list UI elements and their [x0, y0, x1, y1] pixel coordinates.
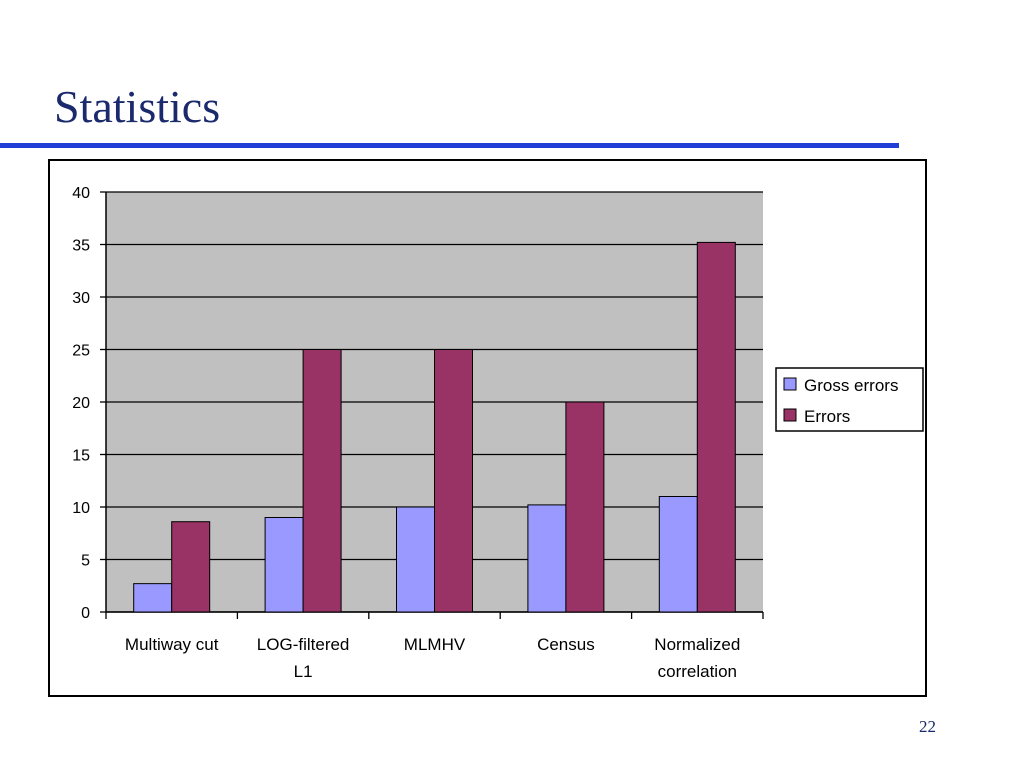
bar-gross-errors — [264, 517, 304, 613]
y-tick-label: 5 — [81, 553, 90, 570]
legend-swatch — [783, 408, 797, 422]
bar-gross-errors — [658, 496, 698, 613]
bar-errors — [696, 241, 736, 613]
legend-label: Errors — [804, 407, 850, 426]
slide-title: Statistics — [54, 81, 221, 132]
bar-errors — [302, 349, 342, 613]
x-category-label: LOG-filtered — [257, 635, 350, 654]
x-category-label: Multiway cut — [125, 635, 219, 654]
title-divider — [0, 143, 899, 148]
x-category-label: Normalized — [654, 635, 740, 654]
legend-swatch — [783, 377, 797, 391]
y-tick-label: 10 — [72, 500, 90, 517]
y-tick-label: 20 — [72, 395, 90, 412]
y-tick-label: 25 — [72, 343, 90, 360]
x-category-label: MLMHV — [404, 635, 466, 654]
bar-gross-errors — [527, 504, 567, 613]
bar-gross-errors — [396, 506, 435, 613]
page-number: 22 — [919, 717, 936, 736]
legend — [775, 367, 924, 432]
y-tick-label: 30 — [72, 290, 90, 307]
x-category-label: L1 — [294, 662, 313, 681]
bar-errors — [171, 521, 211, 613]
y-tick-label: 0 — [81, 605, 90, 622]
x-category-label: correlation — [658, 662, 737, 681]
legend-label: Gross errors — [804, 376, 898, 395]
y-tick-label: 35 — [72, 238, 90, 255]
y-tick-label: 40 — [72, 185, 90, 202]
bar-errors — [434, 349, 473, 613]
bar-errors — [565, 401, 605, 613]
bar-gross-errors — [133, 583, 173, 613]
y-tick-label: 15 — [72, 448, 90, 465]
x-category-label: Census — [537, 635, 595, 654]
